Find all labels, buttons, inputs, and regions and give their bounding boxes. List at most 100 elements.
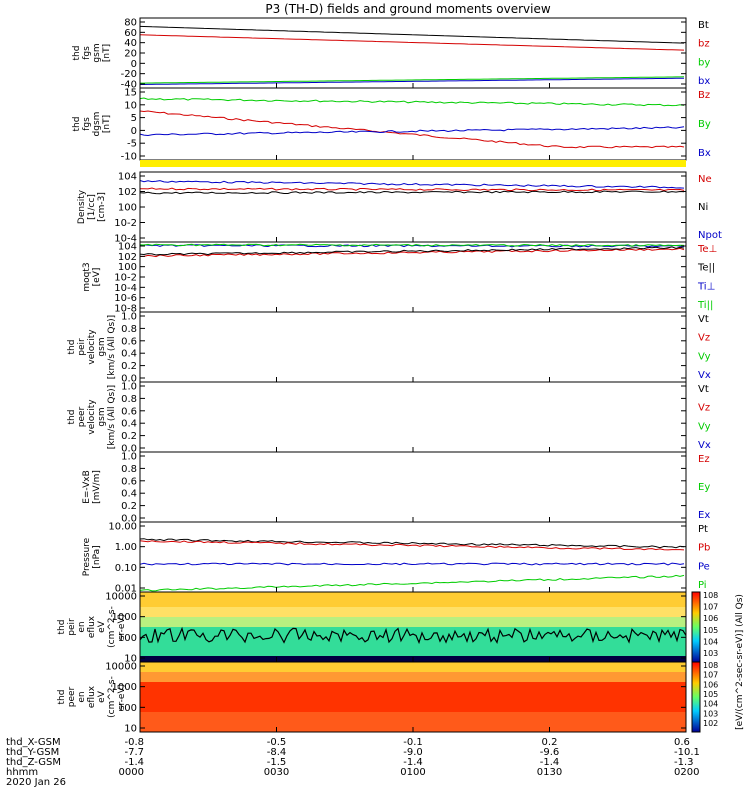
legend-by: by — [698, 57, 710, 68]
legend-By: By — [698, 119, 711, 130]
ytick-label: -20 — [121, 69, 137, 80]
series-line-Te|| — [139, 246, 685, 256]
ytick-label: 10-4 — [114, 234, 137, 245]
ylabel-line: sr-eV) — [117, 684, 127, 710]
ytick-label: 1000 — [112, 682, 137, 693]
colorbar — [691, 661, 701, 733]
ylabel-line: [1/cc] — [87, 194, 97, 220]
ylabel-line: thd — [67, 340, 77, 355]
footer-value: -1.4 — [403, 757, 423, 768]
ylabel-line: [cm-3] — [97, 192, 107, 222]
footer-value: -0.8 — [124, 737, 144, 748]
footer-row-label: hhmm — [6, 767, 38, 778]
footer-value: 0.2 — [542, 737, 558, 748]
colorbar-tick: 105 — [703, 690, 718, 699]
ytick-label: 1.0 — [121, 382, 137, 393]
heatmap-band — [140, 712, 686, 718]
heatmap-band — [140, 652, 686, 658]
plot-title: P3 (TH-D) fields and ground moments over… — [265, 2, 550, 16]
ylabel-line: Pressure — [82, 537, 92, 576]
legend-Ti||: Ti|| — [697, 300, 713, 311]
footer-value: 0000 — [119, 767, 144, 778]
ytick-label: -5 — [127, 139, 137, 150]
ylabel-line: thd — [67, 410, 77, 425]
legend-Bt: Bt — [698, 20, 709, 31]
heatmap-band — [140, 672, 686, 678]
heatmap-band — [140, 692, 686, 698]
ytick-label: 15 — [124, 88, 137, 99]
ylabel-line: peir — [67, 618, 77, 636]
position-footer: thd_X-GSM -0.8 -0.5 -0.1 0.2 0.6 thd_Y-GSM -7.7… — [6, 737, 700, 788]
colorbar-tick: 107 — [703, 603, 718, 612]
heatmap-band — [140, 682, 686, 688]
legend-Vy: Vy — [698, 421, 711, 432]
panel-frame — [139, 311, 687, 383]
legend-bx: bx — [698, 76, 710, 87]
ylabel-line: dgsm — [92, 112, 102, 137]
ylabel-line: [km/s (All Qs)] — [107, 385, 117, 449]
ylabel: thd fgs dgsm [nT] — [72, 112, 112, 137]
ytick-label: 1.0 — [121, 452, 137, 463]
ytick-label: 0.10 — [115, 563, 137, 574]
heatmap-band — [140, 702, 686, 708]
ytick-label: 0.8 — [121, 464, 137, 475]
ytick-label: 0.2 — [121, 501, 137, 512]
colorbar-tick: 108 — [703, 661, 718, 670]
heatmap-band — [140, 592, 686, 598]
ytick-label: 0.0 — [121, 514, 137, 525]
ytick-label: 0.01 — [115, 584, 137, 595]
ylabel-line: sr-eV) — [117, 614, 127, 640]
ylabel-line: thd — [72, 46, 82, 61]
colorbars: 108107106105104103108107106105104103102[… — [691, 591, 745, 733]
ylabel-line: gsm — [97, 407, 107, 426]
ytick-label: 102 — [118, 252, 137, 263]
colorbar-tick: 106 — [703, 614, 718, 623]
heatmap-band — [140, 677, 686, 683]
ytick-label: 20 — [124, 49, 137, 60]
footer-value: -10.1 — [674, 747, 700, 758]
ytick-label: 0.8 — [121, 394, 137, 405]
footer-value: 0130 — [537, 767, 562, 778]
legend-Npot: Npot — [698, 230, 722, 241]
ylabel-line: [nPa] — [92, 545, 102, 568]
ytick-label: -40 — [121, 80, 137, 91]
panel-peir_velocity: 1.00.80.6 0.40.2 0.0 thd peir velocity gsm [km/… — [67, 311, 711, 385]
colorbar-tick: 102 — [703, 719, 718, 728]
ytick-label: -10 — [121, 152, 137, 163]
panel-frame — [139, 381, 687, 453]
footer-value: 0200 — [674, 767, 699, 778]
ylabel-line: thd — [57, 620, 67, 635]
ytick-label: 0.6 — [121, 336, 137, 347]
panel-frame — [139, 521, 687, 593]
panel-peer_eflux: 10000 1000 100 10 thd peer en eflux eV (cm^2-s-sr… — [57, 661, 687, 735]
legend-Ne: Ne — [698, 174, 712, 185]
footer-row-label: thd_Z-GSM — [6, 757, 61, 768]
ytick-label: 104 — [118, 172, 137, 183]
colorbar-tick: 103 — [703, 649, 718, 658]
panel-efield: 1.00.80.6 0.40.2 0.0 E=-VxB [mV/m] Ez Ey Ex — [82, 451, 710, 525]
ylabel-line: thd — [72, 117, 82, 132]
legend-Vt: Vt — [698, 384, 709, 395]
footer-value: 0030 — [264, 767, 289, 778]
colorbar-label: [eV/(cm^2-sec-sr-eV)] (All Qs) — [735, 594, 745, 730]
footer-value: 0.6 — [674, 737, 690, 748]
heatmap-band — [140, 622, 686, 628]
series-line-Pe — [139, 562, 685, 566]
ytick-label: 0.8 — [121, 324, 137, 335]
ylabel-line: [km/s (All Qs)] — [107, 315, 117, 379]
legend-bz: bz — [698, 39, 710, 50]
ylabel-line: thd — [57, 690, 67, 705]
heatmap-band — [140, 707, 686, 713]
heatmap-band — [140, 612, 686, 618]
legend-Vx: Vx — [698, 370, 711, 381]
footer-row-label: thd_Y-GSM — [6, 747, 59, 758]
ylabel-line: eV — [97, 620, 107, 633]
series-line-Bt — [139, 25, 685, 44]
ytick-label: 0.4 — [121, 349, 137, 360]
ytick-label: 10 — [124, 724, 137, 735]
ylabel-line: [nT] — [102, 115, 112, 133]
legend-Vy: Vy — [698, 351, 711, 362]
footer-value: -9.0 — [403, 747, 423, 758]
ylabel: thd fgs gsm [nT] — [72, 43, 112, 62]
